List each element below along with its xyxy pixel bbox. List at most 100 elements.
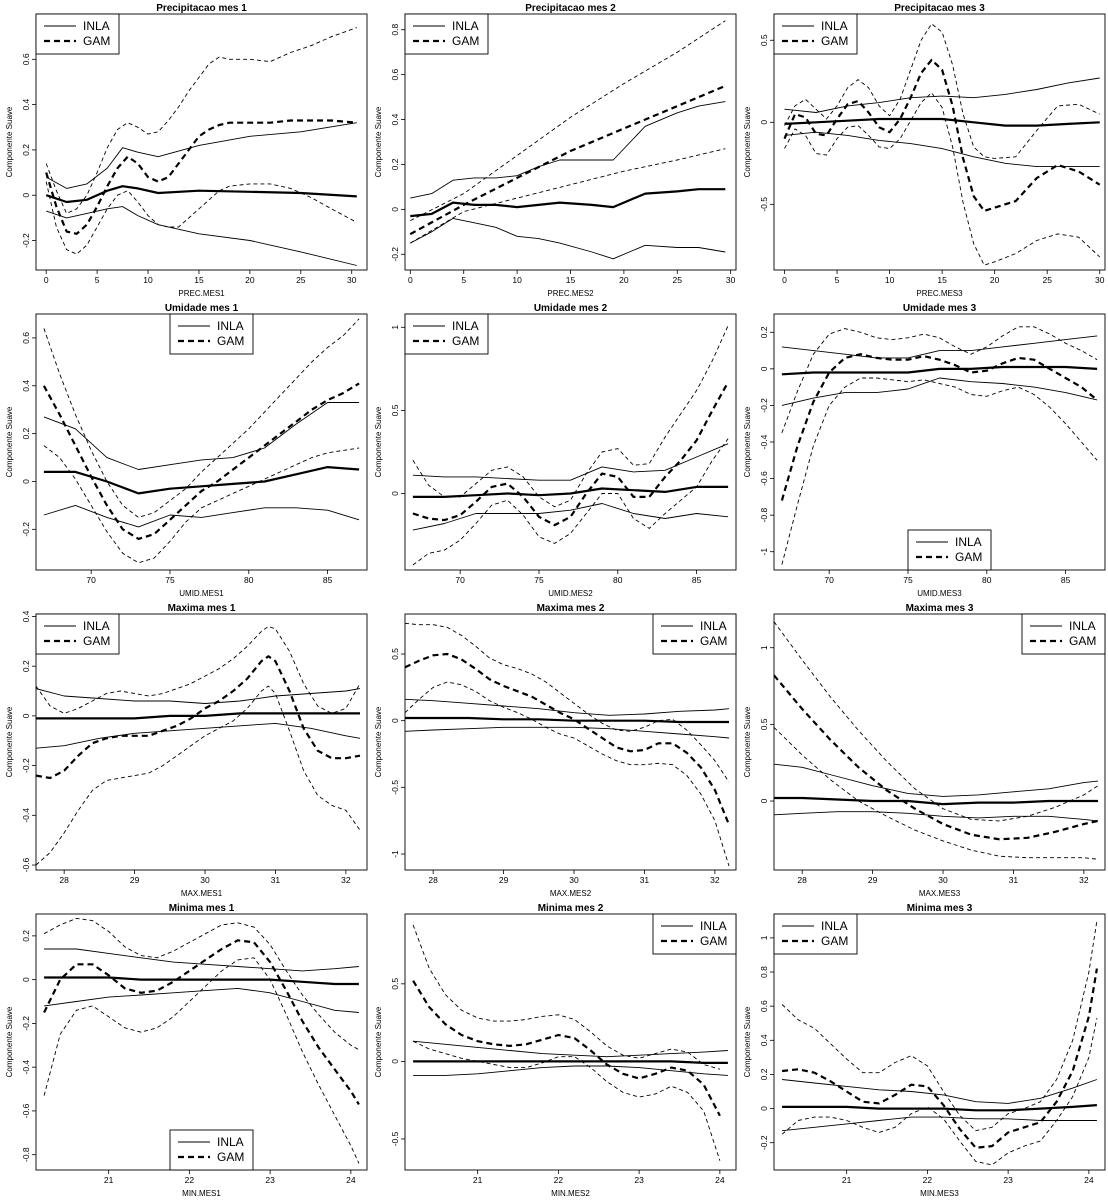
legend-label: INLA [83,19,110,33]
chart-panel: Precipitacao mes 2 0 5 10 15 20 25 30 -0.2 0 0.2 0.… [369,0,738,300]
inla-mean-line [784,117,1100,127]
x-tick-label: 15 [194,275,204,285]
y-tick-label: 0 [21,977,31,982]
plot-frame [404,913,737,1171]
x-tick-label: 21 [842,1175,852,1185]
legend-box [652,613,737,655]
y-tick-label: 0 [390,1059,400,1064]
y-tick-label: -0.8 [21,1147,31,1162]
y-tick-label: 0.8 [390,24,400,36]
y-tick-label: 0.8 [759,966,769,978]
inla-mean-line [782,1104,1097,1112]
y-tick-label: 0 [390,718,400,723]
x-tick-label: 30 [726,275,736,285]
legend-box [773,13,858,55]
x-tick-label: 30 [569,875,579,885]
x-tick-label: 30 [200,875,210,885]
legend-label: INLA [821,19,848,33]
y-tick-label: -0.2 [21,1016,31,1031]
chart-svg: Minima mes 2 21 22 23 24 -0.5 0 0.5 MIN.MES2 Comp… [374,903,737,1198]
chart-panel: Precipitacao mes 3 0 5 10 15 20 25 30 -0.5 0 0.5 PR… [738,0,1107,300]
x-tick-label: 31 [271,875,281,885]
chart-panel: Precipitacao mes 1 0 5 10 15 20 25 30 -0.2 0 0.2 0.… [0,0,369,300]
legend-label: GAM [700,634,727,648]
legend-label: GAM [452,34,479,48]
inla-band-line [774,763,1099,797]
gam-mean-line [412,381,730,527]
gam-band-line [410,20,726,222]
inla-band-line [784,77,1100,113]
x-tick-label: 25 [296,275,306,285]
y-tick-label: 0.2 [21,144,31,156]
chart-title: Precipitacao mes 3 [894,3,985,14]
y-tick-label: 0.2 [759,326,769,338]
chart-svg: Precipitacao mes 2 0 5 10 15 20 25 30 -0.2 0 0.2 0.… [374,3,737,298]
legend-box [169,1129,254,1171]
inla-band-line [413,1065,728,1076]
y-tick-label: -0.5 [390,780,400,795]
x-tick-label: 29 [130,875,140,885]
legend-label: GAM [452,334,479,348]
plot-frame [35,13,368,271]
inla-band-line [781,335,1098,359]
legend-label: INLA [700,919,727,933]
gam-band-line [781,920,1098,1132]
gam-band-line [43,917,360,1051]
gam-band-line [412,325,729,508]
y-tick-label: -0.8 [759,508,769,523]
y-axis-label: Componente Suave [374,1006,383,1077]
x-tick-label: 80 [982,575,992,585]
y-tick-label: 0.4 [21,610,31,622]
chart-svg: Umidade mes 2 70 75 80 85 0 0.5 1 UMID.MES2 Compo… [374,303,737,598]
chart-svg: Maxima mes 3 28 29 30 31 32 0 0.5 1 MAX.MES3 Compo… [743,603,1106,898]
y-tick-label: -0.2 [21,758,31,773]
y-tick-label: -0.2 [21,233,31,248]
y-tick-label: 0.6 [390,68,400,80]
gam-band-line [412,924,721,1070]
gam-band-line [784,23,1100,159]
plot-frame [404,613,737,871]
gam-mean-line [409,84,726,236]
y-tick-label: 0 [759,798,769,803]
x-tick-label: 28 [428,875,438,885]
legend-label: INLA [1069,619,1096,633]
inla-band-line [784,131,1100,168]
chart-title: Precipitacao mes 2 [525,3,616,14]
x-tick-label: 23 [634,1175,644,1185]
x-axis-label: MIN.MES2 [551,1189,590,1198]
inla-band-line [43,504,360,528]
inla-mean-line [44,976,359,986]
y-axis-label: Componente Suave [743,706,752,777]
x-tick-label: 80 [244,575,254,585]
y-tick-label: 0 [759,120,769,125]
y-tick-label: 0 [390,207,400,212]
y-tick-label: -0.2 [759,1135,769,1150]
x-tick-label: 32 [710,875,720,885]
chart-svg: Minima mes 1 21 22 23 24 -0.8 -0.6 -0.4 -0.2 0 0.2… [5,903,368,1198]
legend-box [652,913,737,955]
gam-band-line [781,326,1098,434]
gam-band-line [412,438,729,566]
y-tick-label: -0.5 [759,197,769,212]
x-tick-label: 29 [499,875,509,885]
x-axis-label: UMID.MES1 [179,589,224,598]
legend-box [404,13,489,55]
legend-label: GAM [217,1150,244,1164]
y-tick-label: -0.6 [21,1103,31,1118]
chart-panel: Minima mes 1 21 22 23 24 -0.8 -0.6 -0.4 -0.2 0 0.2… [0,900,369,1200]
x-tick-label: 24 [346,1175,356,1185]
inla-band-line [46,206,357,266]
legend-label: INLA [217,1135,244,1149]
y-axis-label: Componente Suave [374,406,383,477]
x-tick-label: 31 [640,875,650,885]
legend-box [35,613,120,655]
series-group [42,318,360,564]
gam-band-line [45,181,358,255]
y-axis-label: Componente Suave [5,706,14,777]
inla-band-line [36,722,361,749]
inla-band-line [782,1116,1097,1132]
